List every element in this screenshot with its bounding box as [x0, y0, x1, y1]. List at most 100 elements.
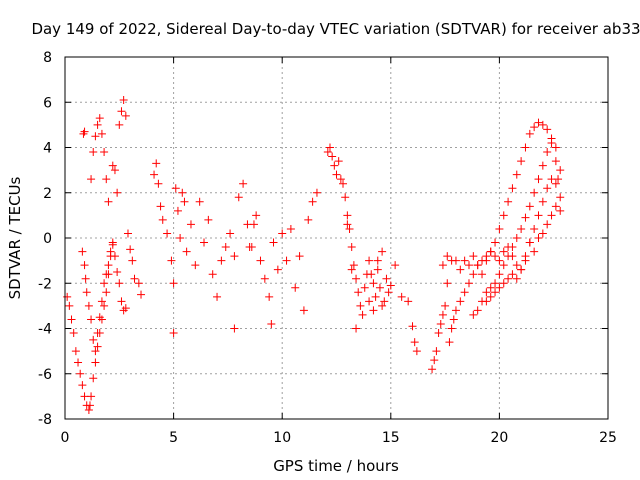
data-point	[495, 283, 504, 292]
data-point	[67, 315, 76, 324]
data-point	[551, 179, 560, 188]
data-point	[230, 324, 239, 333]
data-point	[356, 301, 365, 310]
data-point	[97, 297, 106, 306]
data-point	[89, 335, 98, 344]
data-point	[89, 148, 98, 157]
data-point	[349, 261, 358, 270]
data-point	[195, 197, 204, 206]
data-point	[491, 252, 500, 261]
data-point	[291, 283, 300, 292]
data-point	[547, 134, 556, 143]
data-point	[543, 125, 552, 134]
data-point	[178, 188, 187, 197]
data-point	[113, 188, 122, 197]
data-point	[438, 310, 447, 319]
data-point	[504, 197, 513, 206]
data-point	[371, 292, 380, 301]
data-point	[71, 347, 80, 356]
data-point	[330, 161, 339, 170]
data-point	[556, 206, 565, 215]
data-point	[443, 252, 452, 261]
data-point	[365, 297, 374, 306]
data-point	[499, 279, 508, 288]
data-point	[126, 245, 135, 254]
data-point	[336, 175, 345, 184]
data-point	[278, 229, 287, 238]
data-point	[341, 193, 350, 202]
data-point	[325, 143, 334, 152]
data-point	[534, 211, 543, 220]
data-point	[499, 247, 508, 256]
x-tick-label: 0	[61, 430, 70, 446]
data-point	[304, 215, 313, 224]
data-point	[547, 211, 556, 220]
data-point	[428, 365, 437, 374]
data-point	[538, 161, 547, 170]
data-point	[334, 157, 343, 166]
data-point	[180, 197, 189, 206]
data-point	[495, 256, 504, 265]
data-point	[486, 247, 495, 256]
data-point	[93, 342, 102, 351]
data-point	[478, 270, 487, 279]
data-point	[543, 184, 552, 193]
data-point	[328, 152, 337, 161]
data-point	[391, 261, 400, 270]
data-point	[117, 107, 126, 116]
data-point	[134, 279, 143, 288]
data-point	[186, 220, 195, 229]
data-point	[78, 247, 87, 256]
data-point	[404, 297, 413, 306]
data-point	[473, 306, 482, 315]
data-point	[547, 175, 556, 184]
data-point	[499, 261, 508, 270]
data-point	[87, 315, 96, 324]
data-point	[530, 123, 539, 132]
data-point	[286, 224, 295, 233]
data-point	[378, 301, 387, 310]
data-point	[299, 306, 308, 315]
data-point	[123, 229, 132, 238]
y-tick-label: 4	[43, 141, 52, 157]
data-point	[360, 283, 369, 292]
y-axis-ticks: -8 -6 -4 -2 0 2 4 6 8	[38, 50, 608, 428]
data-point	[239, 179, 248, 188]
data-point	[163, 229, 172, 238]
data-point	[150, 170, 159, 179]
x-tick-label: 15	[382, 430, 400, 446]
data-point	[100, 301, 109, 310]
data-point	[495, 270, 504, 279]
data-point	[521, 213, 530, 222]
data-point	[504, 243, 513, 252]
data-point	[369, 306, 378, 315]
data-point	[84, 301, 93, 310]
data-point	[226, 229, 235, 238]
data-point	[137, 290, 146, 299]
y-axis-label: SDTVAR / TECUs	[6, 176, 24, 299]
data-point	[482, 288, 491, 297]
data-point	[512, 261, 521, 270]
data-point	[534, 118, 543, 127]
data-point	[551, 202, 560, 211]
data-point	[234, 193, 243, 202]
data-point	[91, 132, 100, 141]
data-point	[79, 129, 88, 138]
data-point	[121, 111, 130, 120]
data-point	[312, 188, 321, 197]
data-point	[97, 129, 106, 138]
data-point	[78, 381, 87, 390]
data-point	[91, 358, 100, 367]
data-point	[156, 202, 165, 211]
data-point	[87, 392, 96, 401]
data-point	[380, 297, 389, 306]
data-point	[65, 301, 74, 310]
data-point	[495, 224, 504, 233]
data-point	[339, 179, 348, 188]
data-point	[512, 170, 521, 179]
data-point	[93, 329, 102, 338]
data-point	[121, 304, 130, 313]
data-point	[169, 279, 178, 288]
data-point	[449, 315, 458, 324]
